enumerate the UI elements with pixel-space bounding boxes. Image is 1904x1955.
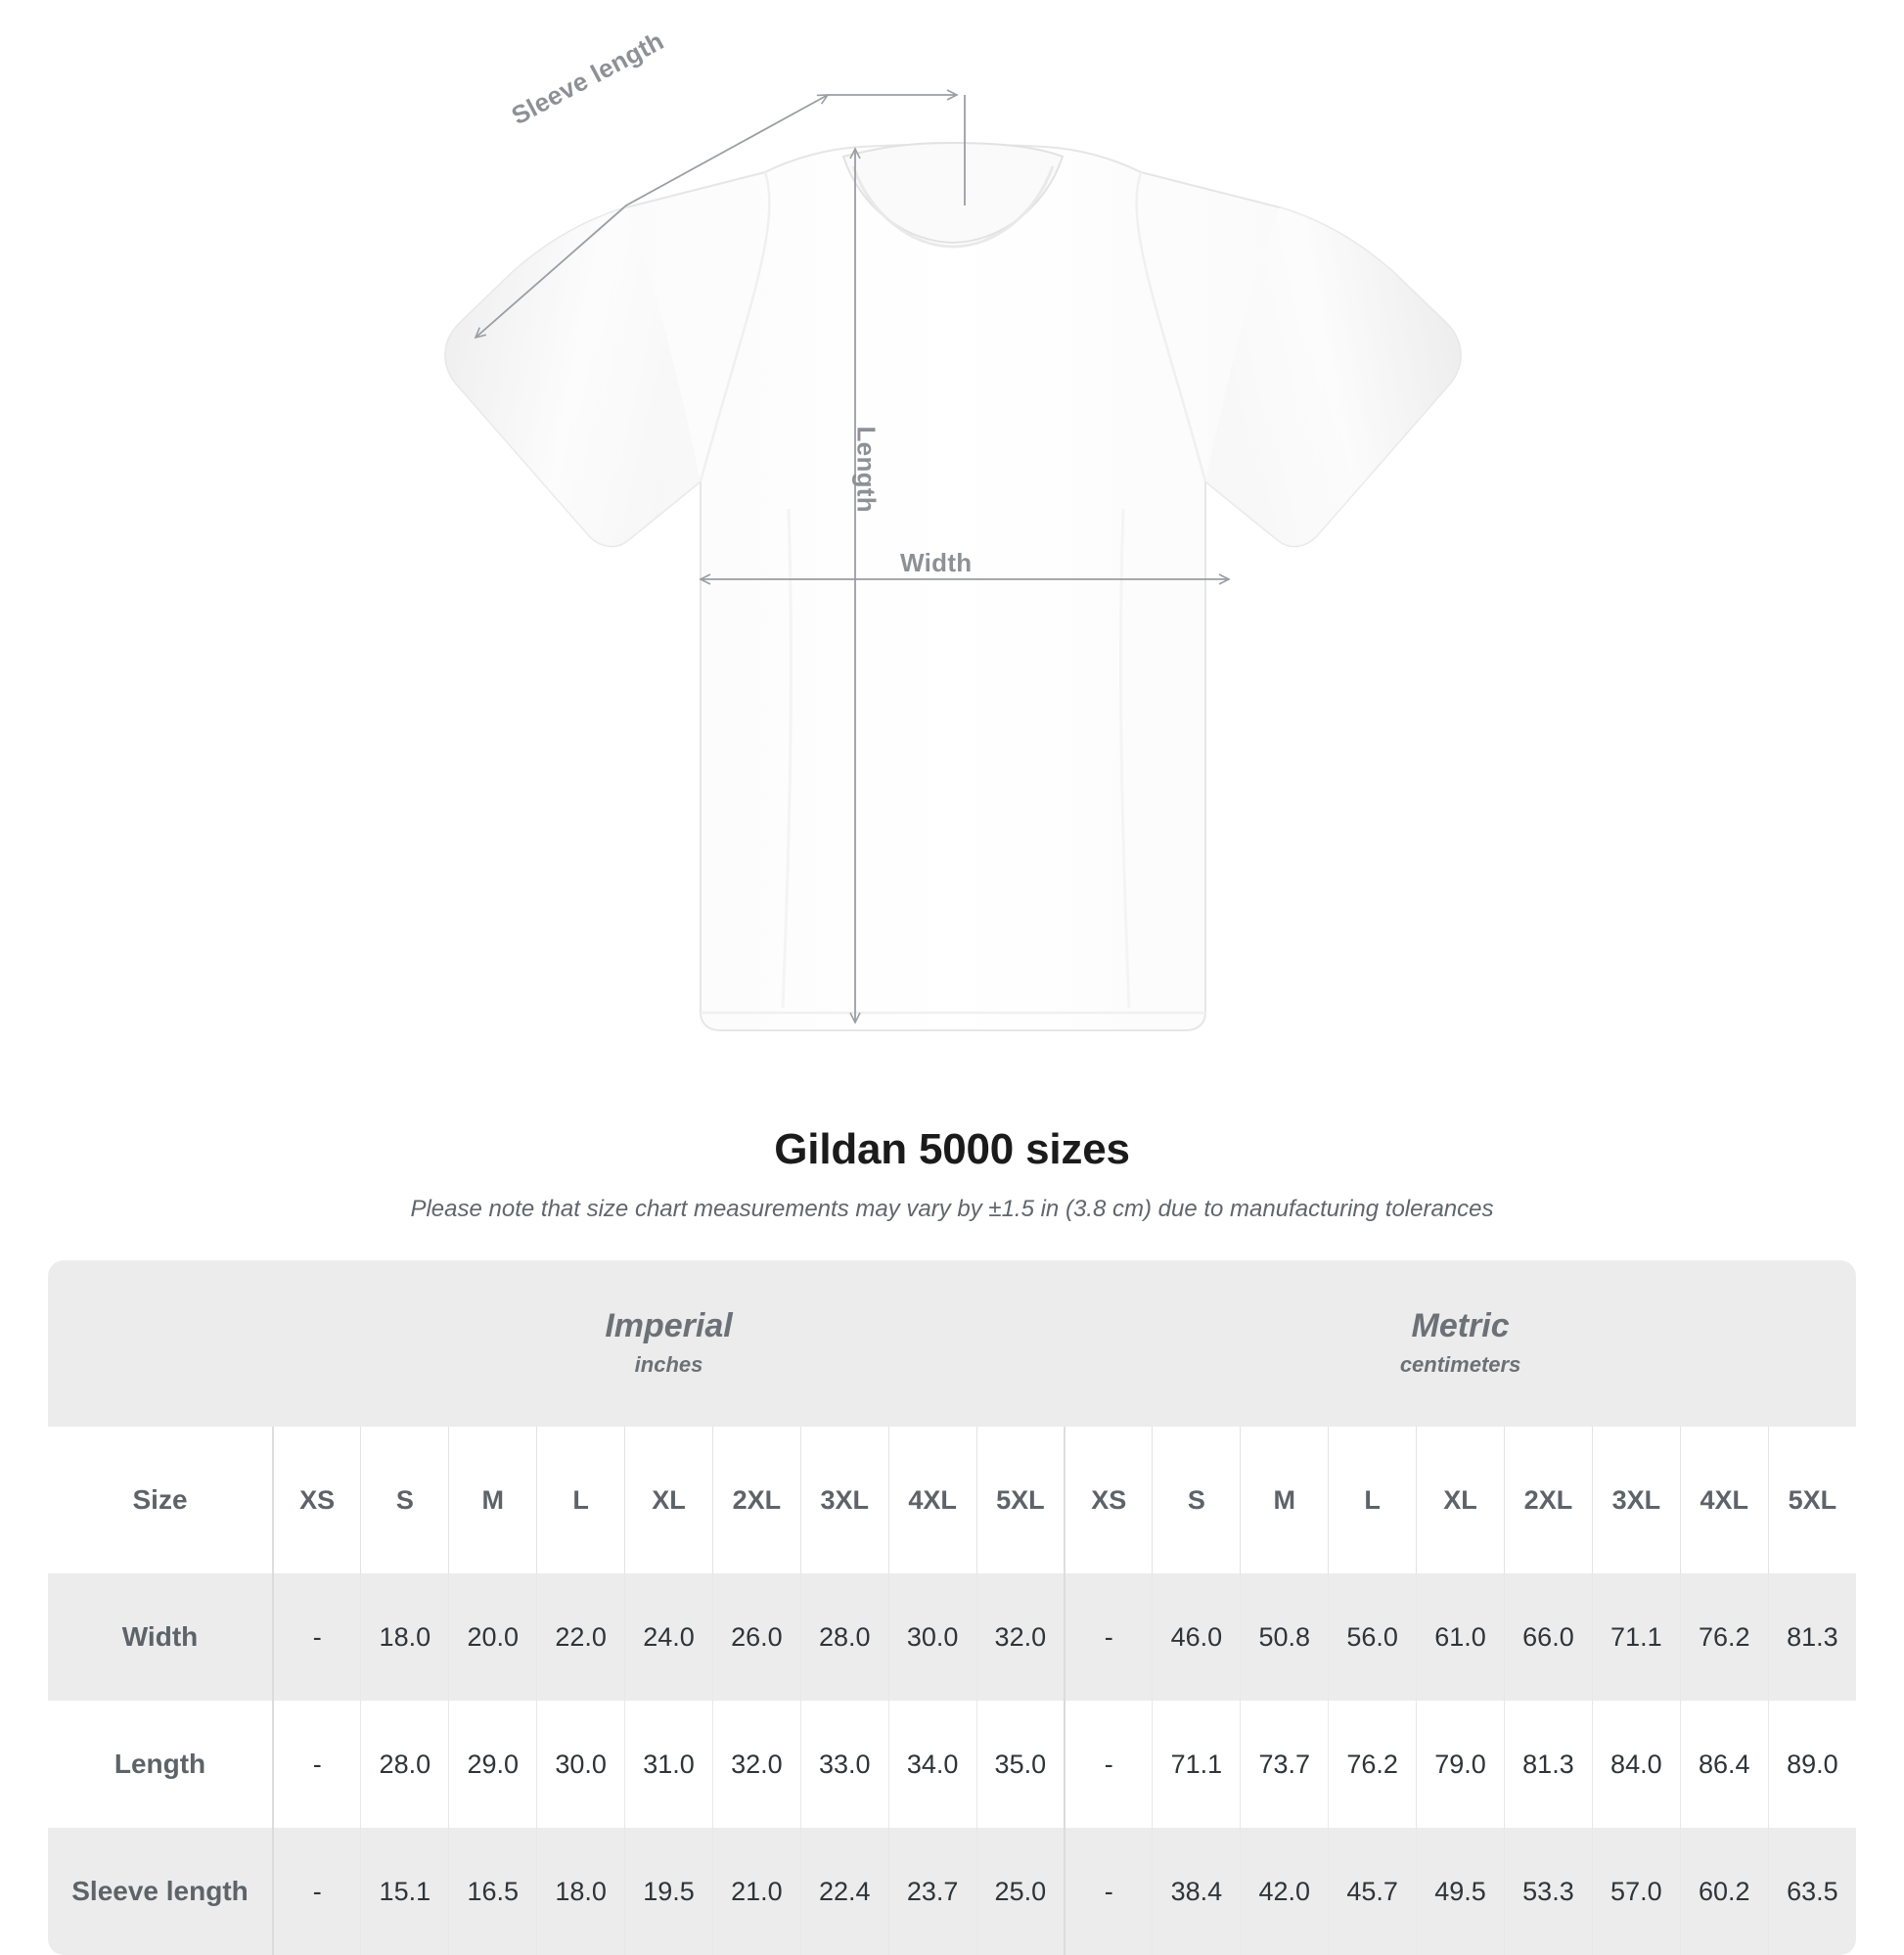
cell-sleeve-metric-m: 42.0 — [1240, 1828, 1329, 1955]
cell-width-metric-xs: - — [1064, 1573, 1153, 1701]
cell-length-imperial-l: 30.0 — [536, 1701, 625, 1828]
cell-length-metric-4xl: 86.4 — [1679, 1701, 1769, 1828]
cell-sleeve-imperial-3xl: 22.4 — [799, 1828, 889, 1955]
cell-sleeve-metric-2xl: 53.3 — [1504, 1828, 1593, 1955]
cell-width-imperial-xl: 24.0 — [624, 1573, 713, 1701]
size-header-metric-4xl: 4XL — [1679, 1427, 1769, 1573]
size-header-imperial-3xl: 3XL — [799, 1427, 889, 1573]
cell-width-metric-s: 46.0 — [1152, 1573, 1241, 1701]
size-header-imperial-xs: XS — [272, 1427, 361, 1573]
size-header-row: Size XS S M L XL 2XL 3XL 4XL 5XL XS S M … — [48, 1427, 1856, 1573]
size-header-metric-2xl: 2XL — [1504, 1427, 1593, 1573]
table-row: Length - 28.0 29.0 30.0 31.0 32.0 33.0 3… — [48, 1701, 1856, 1828]
cell-width-imperial-xs: - — [272, 1573, 361, 1701]
page-title: Gildan 5000 sizes — [774, 1125, 1130, 1173]
tshirt-diagram: Sleeve length Length Width — [444, 25, 1462, 1031]
cell-length-imperial-s: 28.0 — [360, 1701, 449, 1828]
size-chart-header: Gildan 5000 sizes Please note that size … — [0, 1115, 1904, 1223]
size-chart-table-container: Imperial inches Metric centimeters Size … — [48, 1260, 1856, 1955]
cell-length-imperial-4xl: 34.0 — [887, 1701, 977, 1828]
row-label-width: Width — [48, 1573, 273, 1701]
size-chart-table: Imperial inches Metric centimeters Size … — [48, 1260, 1856, 1955]
cell-sleeve-metric-3xl: 57.0 — [1591, 1828, 1681, 1955]
cell-length-imperial-m: 29.0 — [448, 1701, 537, 1828]
size-header-metric-3xl: 3XL — [1591, 1427, 1681, 1573]
cell-width-metric-2xl: 66.0 — [1504, 1573, 1593, 1701]
cell-width-imperial-l: 22.0 — [536, 1573, 625, 1701]
row-label-sleeve-length: Sleeve length — [48, 1828, 273, 1955]
cell-width-imperial-m: 20.0 — [448, 1573, 537, 1701]
cell-sleeve-metric-xl: 49.5 — [1416, 1828, 1505, 1955]
row-label-length: Length — [48, 1701, 273, 1828]
cell-sleeve-metric-s: 38.4 — [1152, 1828, 1241, 1955]
cell-length-metric-xs: - — [1064, 1701, 1153, 1828]
cell-sleeve-metric-4xl: 60.2 — [1679, 1828, 1769, 1955]
tshirt-illustration — [444, 89, 1462, 1031]
size-header-metric-5xl: 5XL — [1767, 1427, 1856, 1573]
cell-length-imperial-3xl: 33.0 — [799, 1701, 889, 1828]
cell-width-imperial-4xl: 30.0 — [887, 1573, 977, 1701]
table-row: Sleeve length - 15.1 16.5 18.0 19.5 21.0… — [48, 1828, 1856, 1955]
length-dimension-label: Length — [851, 426, 882, 513]
cell-length-imperial-5xl: 35.0 — [975, 1701, 1065, 1828]
size-header-imperial-xl: XL — [624, 1427, 713, 1573]
cell-sleeve-imperial-5xl: 25.0 — [975, 1828, 1065, 1955]
unit-group-metric-sub: centimeters — [1399, 1351, 1521, 1377]
size-header-label: Size — [48, 1427, 273, 1573]
unit-group-metric: Metric centimeters — [1065, 1260, 1856, 1427]
size-header-imperial-4xl: 4XL — [887, 1427, 977, 1573]
unit-group-imperial: Imperial inches — [273, 1260, 1065, 1427]
cell-width-metric-m: 50.8 — [1240, 1573, 1329, 1701]
cell-length-metric-5xl: 89.0 — [1767, 1701, 1856, 1828]
cell-width-metric-5xl: 81.3 — [1767, 1573, 1856, 1701]
size-header-metric-xl: XL — [1416, 1427, 1505, 1573]
cell-sleeve-metric-5xl: 63.5 — [1767, 1828, 1856, 1955]
cell-length-imperial-2xl: 32.0 — [711, 1701, 801, 1828]
cell-sleeve-imperial-s: 15.1 — [360, 1828, 449, 1955]
unit-group-imperial-sub: inches — [634, 1351, 703, 1377]
measurement-lines — [474, 89, 1231, 1024]
cell-width-imperial-3xl: 28.0 — [799, 1573, 889, 1701]
size-header-metric-xs: XS — [1064, 1427, 1153, 1573]
cell-length-metric-m: 73.7 — [1240, 1701, 1329, 1828]
cell-length-imperial-xl: 31.0 — [624, 1701, 713, 1828]
tolerance-note: Please note that size chart measurements… — [410, 1196, 1494, 1222]
cell-sleeve-imperial-2xl: 21.0 — [711, 1828, 801, 1955]
cell-length-metric-s: 71.1 — [1152, 1701, 1241, 1828]
cell-length-metric-3xl: 84.0 — [1591, 1701, 1681, 1828]
cell-length-metric-l: 76.2 — [1328, 1701, 1417, 1828]
cell-length-metric-2xl: 81.3 — [1504, 1701, 1593, 1828]
cell-sleeve-metric-l: 45.7 — [1328, 1828, 1417, 1955]
cell-width-imperial-5xl: 32.0 — [975, 1573, 1065, 1701]
unit-group-imperial-name: Imperial — [605, 1307, 733, 1345]
size-header-metric-m: M — [1240, 1427, 1329, 1573]
cell-sleeve-imperial-xl: 19.5 — [624, 1828, 713, 1955]
cell-width-imperial-s: 18.0 — [360, 1573, 449, 1701]
size-header-metric-s: S — [1152, 1427, 1241, 1573]
cell-length-imperial-xs: - — [272, 1701, 361, 1828]
cell-width-metric-l: 56.0 — [1328, 1573, 1417, 1701]
size-header-imperial-s: S — [360, 1427, 449, 1573]
table-row: Width - 18.0 20.0 22.0 24.0 26.0 28.0 30… — [48, 1573, 1856, 1701]
size-header-imperial-l: L — [536, 1427, 625, 1573]
size-header-imperial-2xl: 2XL — [711, 1427, 801, 1573]
size-header-imperial-m: M — [448, 1427, 537, 1573]
cell-sleeve-metric-xs: - — [1064, 1828, 1153, 1955]
width-dimension-label: Width — [900, 548, 973, 577]
cell-width-metric-4xl: 76.2 — [1679, 1573, 1769, 1701]
cell-width-metric-xl: 61.0 — [1416, 1573, 1505, 1701]
cell-sleeve-imperial-m: 16.5 — [448, 1828, 537, 1955]
unit-group-row: Imperial inches Metric centimeters — [48, 1260, 1856, 1427]
unit-group-metric-name: Metric — [1411, 1307, 1510, 1345]
cell-width-metric-3xl: 71.1 — [1591, 1573, 1681, 1701]
size-header-metric-l: L — [1328, 1427, 1417, 1573]
unit-row-corner — [48, 1260, 273, 1427]
shirt-shape — [444, 141, 1462, 1031]
cell-length-metric-xl: 79.0 — [1416, 1701, 1505, 1828]
size-header-imperial-5xl: 5XL — [975, 1427, 1065, 1573]
cell-width-imperial-2xl: 26.0 — [711, 1573, 801, 1701]
cell-sleeve-imperial-4xl: 23.7 — [887, 1828, 977, 1955]
cell-sleeve-imperial-xs: - — [272, 1828, 361, 1955]
cell-sleeve-imperial-l: 18.0 — [536, 1828, 625, 1955]
